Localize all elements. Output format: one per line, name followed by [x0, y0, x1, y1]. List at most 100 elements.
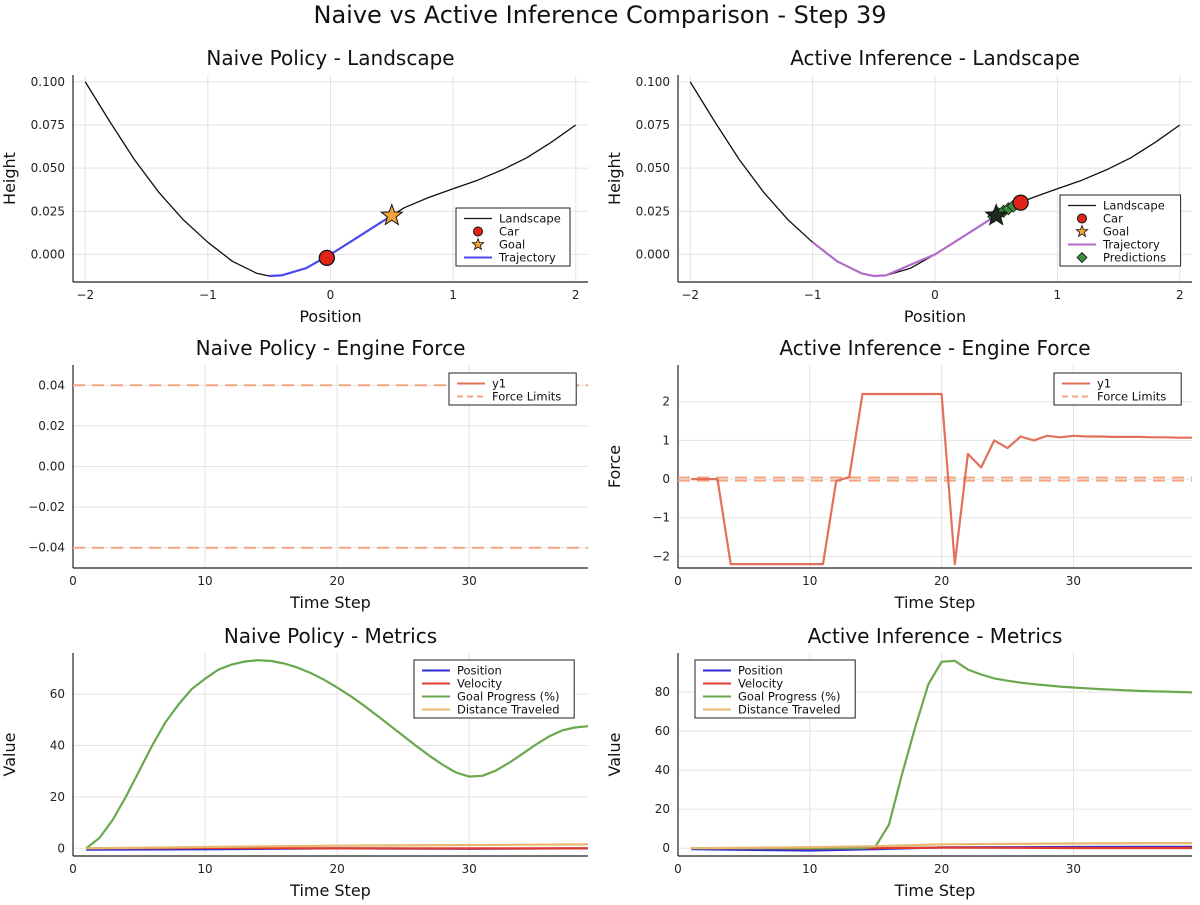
active-metrics-data — [691, 659, 1192, 852]
naive-landscape-ylabel: Height — [0, 152, 19, 205]
series-distance-traveled-line — [86, 843, 588, 850]
y-tick-label: 20 — [50, 790, 65, 804]
x-tick-label: 0 — [69, 862, 77, 876]
legend-entry-label: Goal — [499, 238, 525, 252]
y-tick-label: 0.000 — [636, 247, 670, 261]
y-tick-label: 0.04 — [38, 378, 65, 392]
y-tick-label: −2 — [652, 549, 670, 563]
y-tick-label: 0.000 — [31, 247, 65, 261]
y-tick-label: 60 — [655, 724, 670, 738]
naive-metrics-data — [85, 659, 588, 851]
x-tick-label: −1 — [199, 288, 217, 302]
legend-entry-label: Goal Progress (%) — [738, 690, 840, 704]
legend-entry-label: Velocity — [457, 677, 502, 691]
legend-entry-label: Predictions — [1103, 251, 1166, 265]
x-tick-label: 20 — [934, 862, 949, 876]
x-tick-label: 30 — [1066, 862, 1081, 876]
legend-predictions-swatch — [1076, 251, 1088, 264]
goal-star-marker — [379, 203, 404, 226]
legend-entry-label: Force Limits — [492, 390, 561, 404]
x-tick-label: 30 — [462, 862, 477, 876]
legend-box — [448, 372, 577, 406]
x-tick-label: 10 — [802, 862, 817, 876]
y-tick-label: 0.075 — [31, 118, 65, 132]
series-distance-traveled-line — [691, 841, 1192, 850]
legend-entry-label: Trajectory — [1102, 238, 1160, 252]
y-tick-label: 0 — [662, 472, 670, 486]
series-y1-line — [691, 392, 1192, 566]
x-tick-label: 20 — [329, 862, 344, 876]
naive-metrics-ylabel: Value — [0, 733, 19, 777]
x-tick-label: 0 — [69, 574, 77, 588]
y-tick-label: 0.02 — [38, 419, 65, 433]
goal-star-marker — [984, 203, 1009, 226]
y-tick-label: 0.075 — [636, 118, 670, 132]
legend-entry-label: Landscape — [1103, 199, 1165, 213]
figure-suptitle: Naive vs Active Inference Comparison - S… — [313, 1, 887, 29]
naive-landscape-title: Naive Policy - Landscape — [206, 46, 454, 70]
legend-box — [1053, 372, 1182, 406]
series-goal-progress--line — [85, 659, 588, 850]
active-force-ylabel: Force — [605, 445, 624, 488]
car-marker — [1012, 194, 1029, 211]
active-force-data — [678, 392, 1192, 566]
naive-metrics-panel: Naive Policy - Metrics 0 10 20 30 0 20 40 60 Time… — [0, 624, 588, 900]
x-tick-label: −2 — [76, 288, 94, 302]
y-tick-label: 0.025 — [636, 204, 670, 218]
x-tick-label: 30 — [1066, 574, 1081, 588]
legend-entry-label: y1 — [492, 377, 506, 391]
naive-force-title: Naive Policy - Engine Force — [196, 336, 466, 360]
naive-force-panel: Naive Policy - Engine Force 0 10 20 30 −0.04 −… — [28, 336, 588, 612]
legend-entry-label: Car — [499, 225, 519, 239]
legend-car-swatch — [473, 226, 483, 237]
legend-entry-label: Trajectory — [498, 251, 556, 265]
y-tick-label: −0.04 — [28, 541, 65, 555]
y-tick-label: 40 — [655, 763, 670, 777]
x-tick-label: −1 — [804, 288, 822, 302]
legend-car-swatch — [1077, 213, 1087, 224]
y-tick-label: 0.100 — [636, 75, 670, 89]
y-tick-label: 80 — [655, 685, 670, 699]
x-tick-label: 0 — [674, 862, 682, 876]
y-tick-label: 20 — [655, 802, 670, 816]
x-tick-label: 0 — [931, 288, 939, 302]
legend-entry-label: Goal — [1103, 225, 1129, 239]
x-tick-label: 10 — [197, 574, 212, 588]
active-landscape-ylabel: Height — [605, 152, 624, 205]
legend-entry-label: Position — [457, 664, 502, 678]
y-tick-label: 0 — [57, 841, 65, 855]
x-tick-label: 20 — [934, 574, 949, 588]
y-tick-label: 0.025 — [31, 204, 65, 218]
active-force-xlabel: Time Step — [894, 593, 976, 612]
y-tick-label: 0.100 — [31, 75, 65, 89]
x-tick-label: 0 — [327, 288, 335, 302]
y-tick-label: −0.02 — [28, 500, 65, 514]
y-tick-label: 0 — [662, 841, 670, 855]
active-landscape-title: Active Inference - Landscape — [790, 46, 1080, 70]
x-tick-label: 2 — [1176, 288, 1184, 302]
x-tick-label: 20 — [329, 574, 344, 588]
naive-metrics-xlabel: Time Step — [289, 881, 371, 900]
legend-entry-label: Car — [1103, 212, 1123, 226]
active-metrics-ylabel: Value — [605, 733, 624, 777]
y-tick-label: 60 — [50, 687, 65, 701]
active-landscape-xlabel: Position — [904, 307, 966, 326]
legend-entry-label: Distance Traveled — [738, 703, 841, 717]
y-tick-label: −1 — [652, 511, 670, 525]
active-landscape-panel: Active Inference - Landscape −2 −1 0 1 2 0.000… — [605, 46, 1192, 326]
active-force-title: Active Inference - Engine Force — [779, 336, 1090, 360]
legend-entry-label: Force Limits — [1097, 390, 1166, 404]
x-tick-label: 30 — [462, 574, 477, 588]
x-tick-label: −2 — [681, 288, 699, 302]
active-metrics-title: Active Inference - Metrics — [808, 624, 1063, 648]
x-tick-label: 2 — [572, 288, 580, 302]
naive-metrics-title: Naive Policy - Metrics — [224, 624, 437, 648]
